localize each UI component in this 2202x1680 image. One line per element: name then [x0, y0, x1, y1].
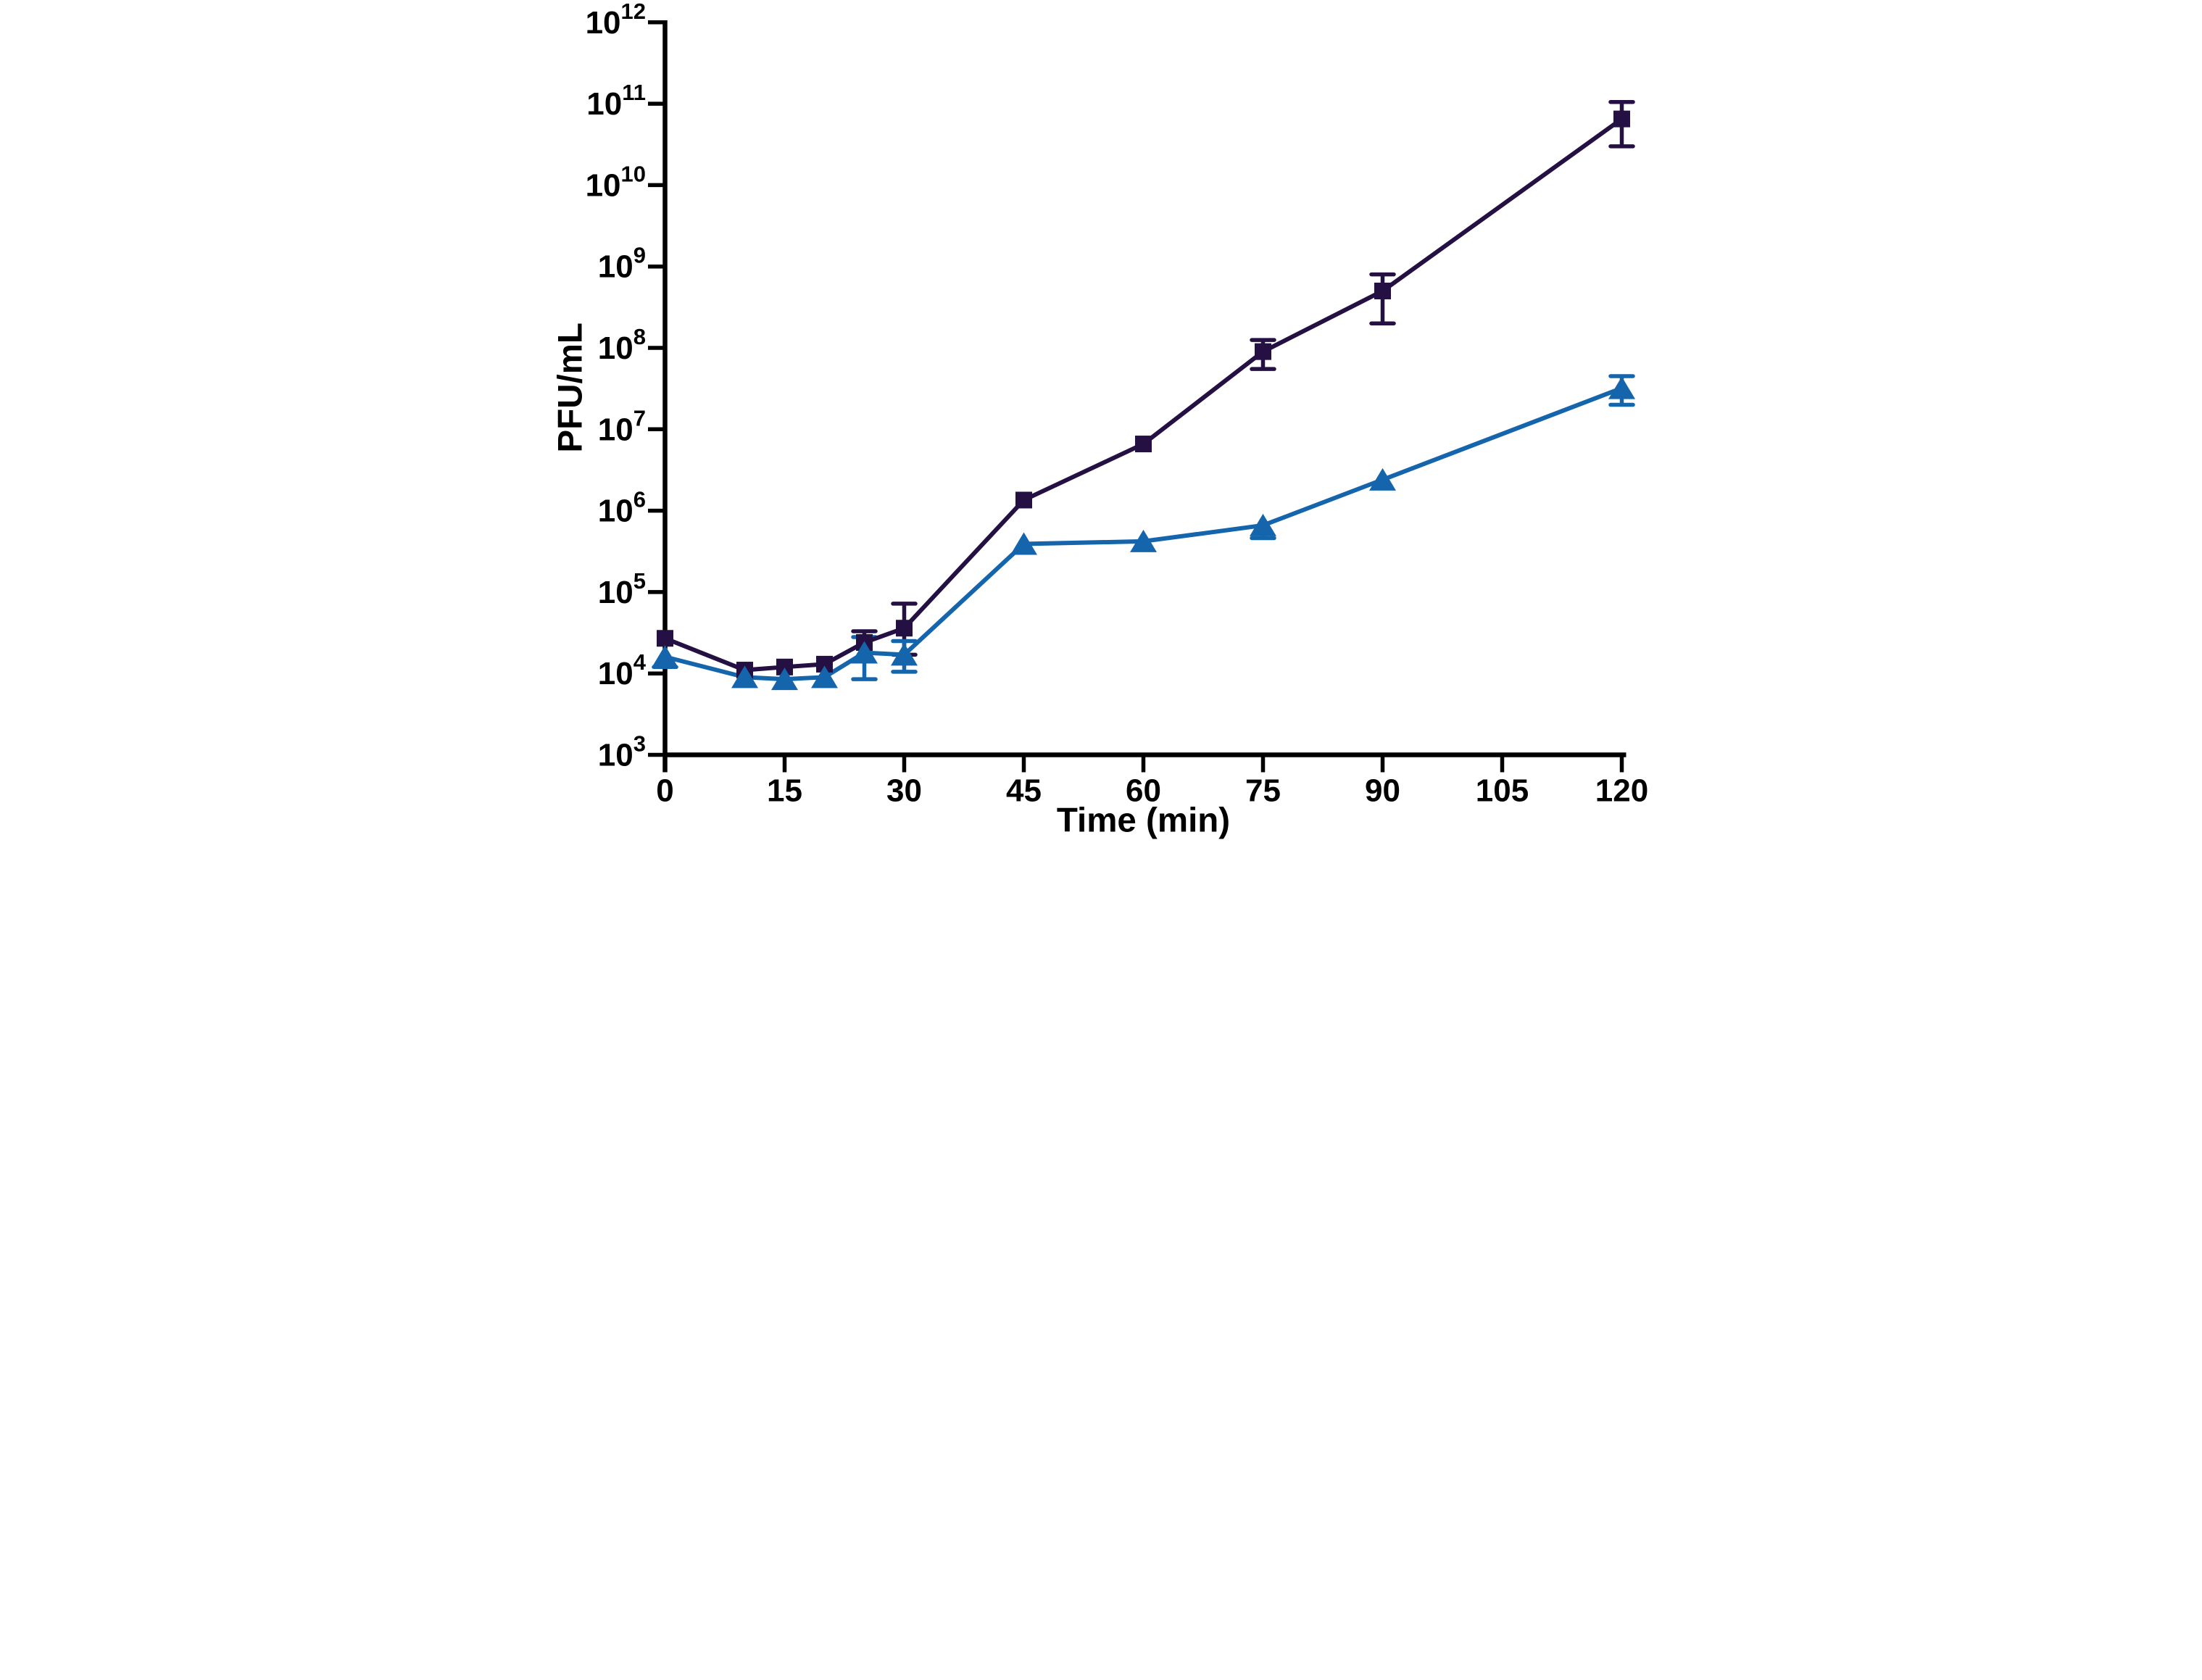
y-tick-label: 107 — [597, 405, 645, 447]
x-tick-label: 120 — [1595, 773, 1648, 809]
data-point-triangle — [850, 641, 878, 664]
data-point-triangle — [1010, 532, 1037, 555]
x-tick-label: 75 — [1245, 773, 1281, 809]
data-point-square — [1015, 491, 1032, 509]
growth-curve-figure: 103 104 105 106 107 108 109 1010 1011 1012 0 15 30 4… — [550, 0, 1652, 840]
series-markers-layer — [651, 110, 1635, 691]
y-tick-label: 108 — [597, 324, 645, 366]
data-point-square — [1254, 343, 1271, 360]
x-tick-label: 0 — [656, 773, 673, 809]
chart-background — [550, 0, 1652, 840]
data-point-triangle — [890, 643, 918, 666]
x-axis-title: Time (min) — [1056, 802, 1229, 840]
data-point-triangle — [1129, 529, 1157, 552]
y-tick-label: 106 — [597, 487, 645, 529]
x-tick-label: 15 — [767, 773, 802, 809]
y-axis-title: PFU/mL — [551, 323, 589, 452]
data-point-square — [1613, 110, 1630, 128]
data-point-square — [656, 630, 673, 647]
data-point-square — [815, 655, 833, 673]
x-tick-label: 30 — [886, 773, 922, 809]
x-tick-label: 90 — [1365, 773, 1400, 809]
y-tick-label: 109 — [597, 243, 645, 285]
data-point-square — [1374, 283, 1391, 300]
data-point-triangle — [1249, 513, 1276, 536]
data-point-square — [776, 658, 793, 675]
y-tick-label: 104 — [597, 649, 646, 691]
data-point-triangle — [1368, 467, 1396, 491]
y-tick-label: 1012 — [585, 0, 645, 41]
data-point-triangle — [651, 645, 678, 668]
data-point-triangle — [770, 668, 798, 691]
x-tick-label: 60 — [1126, 773, 1161, 809]
y-tick-label: 1011 — [586, 80, 646, 122]
data-point-square — [1134, 436, 1152, 453]
y-tick-label: 103 — [597, 731, 645, 773]
y-tick-label: 105 — [597, 568, 645, 610]
data-point-triangle — [731, 665, 758, 689]
chart-canvas: 103 104 105 106 107 108 109 1010 1011 1012 0 15 30 4… — [550, 0, 1652, 840]
y-tick-label: 1010 — [585, 161, 645, 203]
x-tick-label: 45 — [1006, 773, 1042, 809]
x-tick-label: 105 — [1475, 773, 1528, 809]
data-point-triangle — [810, 665, 838, 689]
data-point-square — [895, 620, 913, 637]
y-axis: 103 104 105 106 107 108 109 1010 1011 1012 — [585, 0, 668, 773]
data-point-triangle — [1608, 376, 1635, 399]
x-axis: 0 15 30 45 60 75 90 105 120 — [656, 752, 1648, 809]
